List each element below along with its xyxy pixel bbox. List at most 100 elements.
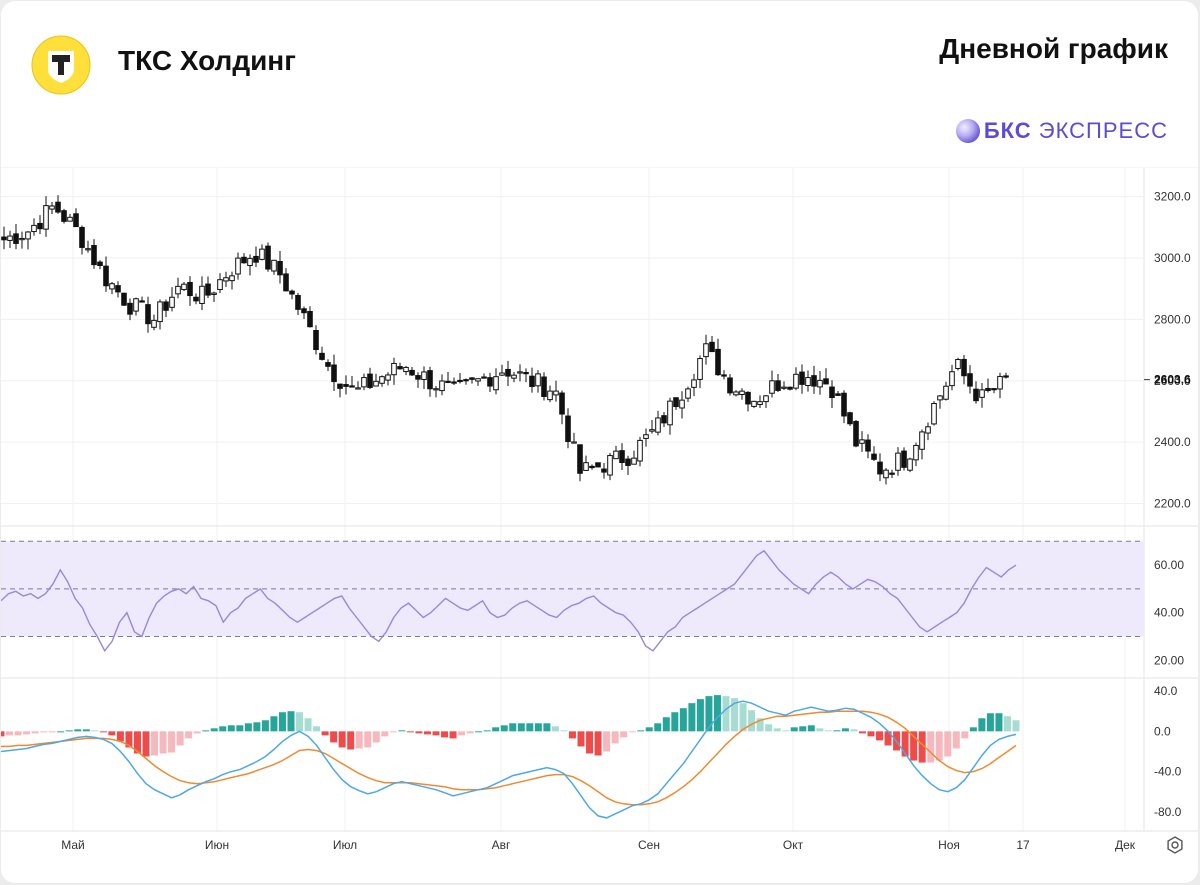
price-tick-label: 2200.0 [1154,497,1191,511]
macd-hist-bar [151,731,159,756]
candle-body [523,371,529,375]
price-tick-label: 2400.0 [1154,435,1191,449]
macd-hist-bar [31,731,39,734]
candle-body [565,415,571,442]
candle-body [601,468,607,473]
candle-body [361,377,367,388]
macd-hist-bar [731,698,739,732]
candle-body [7,235,13,241]
candle-body [475,378,481,382]
macd-hist-bar [168,731,176,753]
x-tick-label: 17 [1016,838,1030,852]
macd-hist-bar [773,728,781,732]
candle-body [13,233,19,244]
candle-body [919,431,925,450]
x-tick-label: Ноя [938,838,960,852]
x-tick-label: Сен [638,838,660,852]
macd-hist-bar [406,731,414,733]
last-price-label: 2603.6 [1154,373,1191,387]
candle-body [547,390,553,401]
candle-body [151,319,157,328]
candle-body [685,388,691,399]
x-tick-label: Окт [783,838,804,852]
candle-body [847,412,853,425]
macd-hist-bar [551,726,559,732]
macd-hist-bar [654,723,662,732]
macd-hist-bar [876,731,884,741]
candle-body [649,429,655,432]
price-chart[interactable]: 3200.0 3000.0 2800.0 2600.0 2400.0 2200.0 2603… [1,167,1198,883]
candle-body [205,283,211,296]
macd-hist-bar [287,711,295,732]
macd-tick-label: -40.0 [1154,765,1182,779]
macd-hist-bar [483,730,491,732]
macd-hist-bar [372,731,380,743]
candle-body [271,259,277,272]
candle-body [421,371,427,380]
macd-hist-bar [910,731,918,761]
candle-body [793,373,799,389]
x-tick-label: Июн [205,838,229,852]
macd-hist-bar [756,718,764,732]
macd-hist-bar [748,710,756,732]
macd-hist-bar [705,696,713,732]
candle-body [187,281,193,297]
candle-body [895,452,901,471]
broker-name-bold: БКС [983,118,1032,143]
candle-body [721,374,727,377]
chart-title: Дневной график [939,33,1168,64]
candle-body [811,375,817,387]
price-tick-label: 3200.0 [1154,190,1191,204]
macd-hist-bar [850,729,858,732]
candle-body [907,458,913,471]
macd-hist-bar [688,703,696,732]
macd-tick-label: 0.0 [1154,724,1171,738]
candle-body [91,245,97,266]
candle-body [415,375,421,380]
candle-body [763,395,769,403]
candle-body [595,462,601,468]
macd-hist-bar [594,731,602,756]
macd-hist-bar [807,725,815,732]
macd-hist-bar [637,730,645,732]
candle-body [223,277,229,282]
macd-hist-bar [500,725,508,732]
candle-body [985,387,991,392]
candle-body [481,376,487,379]
candle-body [175,285,181,295]
macd-hist-bar [662,717,670,732]
candle-body [943,385,949,400]
candle-body [973,388,979,402]
candle-body [439,380,445,392]
candle-body [85,248,91,251]
macd-hist-bar [381,731,389,737]
macd-hist-bar [568,731,576,739]
macd-hist-bar [867,731,875,737]
candle-body [499,372,505,376]
macd-hist-bar [995,713,1003,732]
x-tick-label: Май [61,838,85,852]
macd-hist-bar [313,726,321,732]
candle-body [883,469,889,479]
macd-hist-bar [841,728,849,732]
macd-hist-bar [185,731,193,739]
macd-hist-bar [125,731,133,748]
candle-body [31,224,37,233]
candle-body [853,420,859,447]
gear-icon[interactable] [1165,835,1185,855]
candle-body [451,381,457,384]
candle-body [277,261,283,276]
candle-body [295,294,301,310]
macd-hist-bar [961,731,969,739]
tks-logo-icon [31,35,91,95]
macd-hist-bar [782,730,790,732]
macd-hist-bar [1,731,5,737]
macd-hist-bar [620,731,628,738]
candle-body [67,216,73,222]
macd-hist-bar [765,724,773,732]
candle-body [583,462,589,471]
candle-body [139,300,145,303]
candle-body [433,388,439,391]
candle-body [169,296,175,308]
price-tick-label: 2600.0 [1154,374,1191,388]
